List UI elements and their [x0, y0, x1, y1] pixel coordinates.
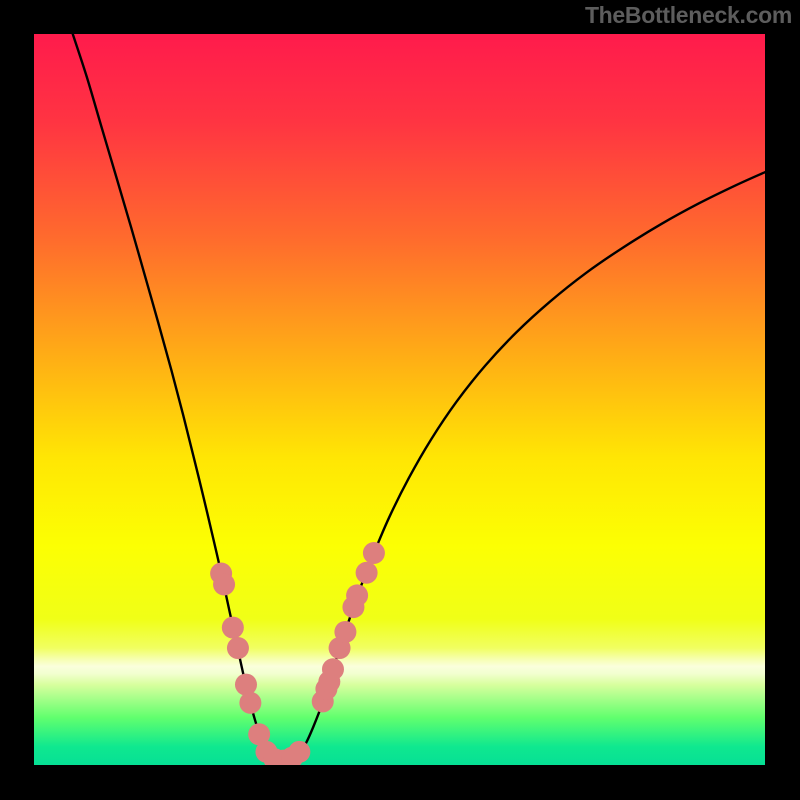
chart-container: TheBottleneck.com	[0, 0, 800, 800]
data-marker	[322, 658, 344, 680]
data-marker	[356, 562, 378, 584]
plot-area	[34, 34, 765, 765]
data-marker	[235, 674, 257, 696]
data-marker	[222, 617, 244, 639]
data-marker	[213, 573, 235, 595]
data-marker	[239, 692, 261, 714]
gradient-background	[34, 34, 765, 765]
plot-svg	[34, 34, 765, 765]
data-marker	[288, 741, 310, 763]
data-marker	[346, 584, 368, 606]
watermark-text: TheBottleneck.com	[585, 2, 792, 29]
data-marker	[334, 621, 356, 643]
data-marker	[227, 637, 249, 659]
data-marker	[363, 542, 385, 564]
